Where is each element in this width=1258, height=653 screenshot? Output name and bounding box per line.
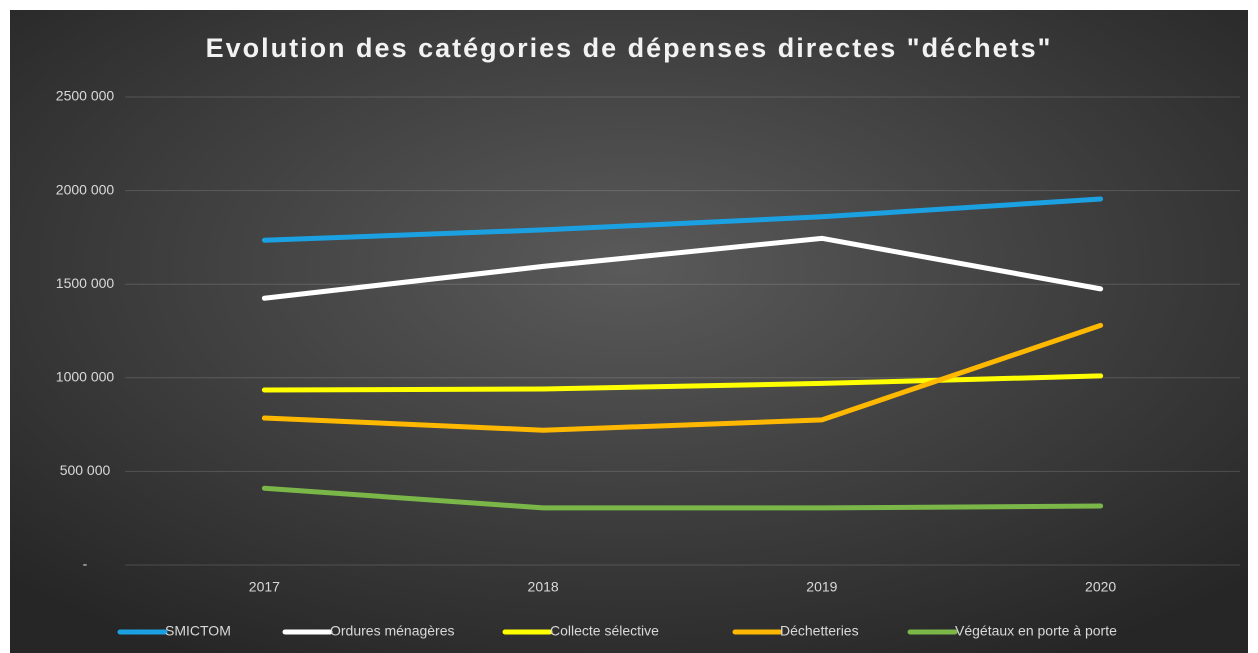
legend-label: Déchetteries [780, 623, 859, 639]
x-tick-label: 2020 [1085, 579, 1116, 595]
chart-title: Evolution des catégories de dépenses dir… [206, 33, 1053, 63]
y-tick-label: - [83, 556, 88, 572]
series-line [261, 196, 1104, 243]
x-tick-label: 2018 [528, 579, 559, 595]
y-tick-label: 1500 000 [56, 275, 115, 291]
series-line [261, 373, 1104, 393]
legend-label: Ordures ménagères [330, 623, 455, 639]
x-tick-label: 2019 [806, 579, 837, 595]
x-tick-label: 2017 [249, 579, 280, 595]
legend-label: SMICTOM [165, 623, 231, 639]
series-line [261, 322, 1104, 433]
y-tick-label: 1000 000 [56, 369, 115, 385]
y-tick-label: 500 000 [60, 462, 111, 478]
chart-background [10, 10, 1248, 653]
legend-label: Collecte sélective [550, 623, 659, 639]
y-tick-label: 2500 000 [56, 88, 115, 104]
series-line [261, 235, 1104, 301]
series-line [261, 485, 1104, 511]
legend-label: Végétaux en porte à porte [955, 623, 1117, 639]
y-tick-label: 2000 000 [56, 181, 115, 197]
